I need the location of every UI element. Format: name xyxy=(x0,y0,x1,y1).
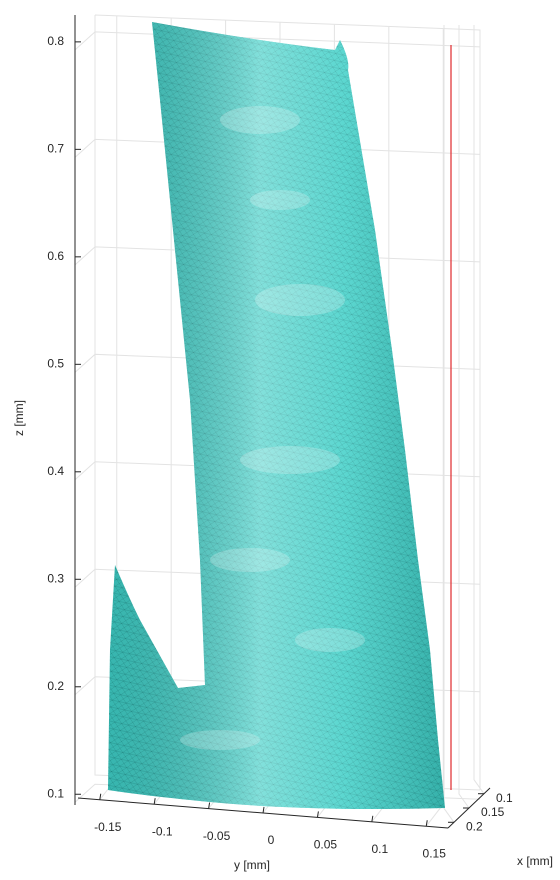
surface-shade xyxy=(108,22,445,809)
y-tick xyxy=(153,798,156,805)
grid-line xyxy=(443,25,455,823)
surface-highlight xyxy=(250,190,310,210)
grid-line xyxy=(74,31,481,51)
z-axis-label: z [mm] xyxy=(12,400,26,436)
z-tick-label: 0.4 xyxy=(47,464,64,478)
y-tick-label: 0.1 xyxy=(371,842,388,856)
y-tick-label: -0.15 xyxy=(94,820,122,834)
x-axis-label: x [mm] xyxy=(517,854,553,868)
surface-highlight xyxy=(180,730,260,750)
z-tick-label: 0.8 xyxy=(47,34,64,48)
y-tick xyxy=(371,815,374,822)
y-tick-label: 0.15 xyxy=(423,846,447,860)
surface-highlight xyxy=(220,106,300,134)
y-axis-label: y [mm] xyxy=(234,858,270,872)
x-tick-label: 0.1 xyxy=(496,791,513,805)
y-tick xyxy=(208,802,211,809)
z-tick-label: 0.6 xyxy=(47,249,64,263)
z-tick-label: 0.5 xyxy=(47,356,64,370)
z-tick-label: 0.1 xyxy=(47,786,64,800)
z-tick-label: 0.2 xyxy=(47,679,64,693)
y-tick-label: -0.1 xyxy=(152,824,173,838)
surface-highlight xyxy=(240,446,340,474)
surface-highlight xyxy=(295,628,365,652)
y-tick xyxy=(262,806,265,814)
surface-highlight xyxy=(255,284,345,316)
grid-line xyxy=(458,25,470,809)
y-tick xyxy=(316,811,319,818)
surface-highlight xyxy=(210,548,290,572)
y-tick-label: 0.05 xyxy=(314,838,338,852)
y-tick xyxy=(425,820,428,827)
y-tick xyxy=(99,793,102,800)
grid-line xyxy=(473,25,485,795)
y-tick-label: -0.05 xyxy=(203,829,231,843)
z-tick-label: 0.7 xyxy=(47,142,64,156)
x-tick-label: 0.2 xyxy=(466,819,483,833)
z-tick-label: 0.3 xyxy=(47,571,64,585)
surface xyxy=(108,22,445,809)
y-tick-label: 0 xyxy=(268,833,275,847)
x-tick-label: 0.15 xyxy=(481,805,505,819)
